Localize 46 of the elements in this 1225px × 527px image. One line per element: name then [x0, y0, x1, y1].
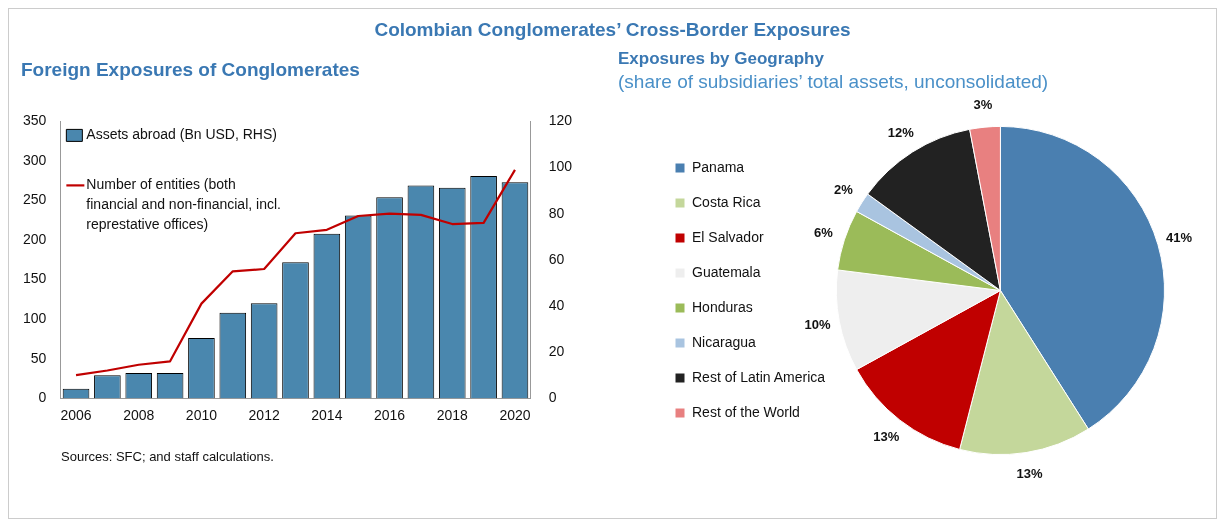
x-tick-label: 2010: [185, 407, 218, 424]
y2-tick-label: 40: [548, 296, 565, 313]
y-tick-label: 100: [23, 309, 47, 326]
data-label: 10%: [804, 316, 832, 332]
x-tick-label: 2014: [311, 407, 343, 424]
y-tick-label: 50: [30, 349, 47, 366]
legend-label: Number of entities (both financial and non-financial, incl. represtative offices): [86, 176, 281, 233]
chart-title: Foreign Exposures of Conglomerates: [21, 59, 361, 81]
source-note: Sources: SFC; and staff calculations.: [61, 449, 275, 464]
x-tick-label: 2020: [499, 407, 531, 424]
legend-label: Rest of Latin America: [692, 368, 826, 385]
chart-title: Exposures by Geography: [618, 49, 825, 69]
y2-tick-label: 120: [548, 112, 573, 129]
y-tick-label: 300: [23, 151, 47, 168]
y2-tick-label: 0: [548, 389, 557, 406]
text: Colombian Conglomerates’ Cross-Border Exposures: [373, 18, 852, 41]
y-tick-label: 150: [23, 270, 47, 287]
x-tick-label: 2012: [248, 407, 280, 424]
legend-label: Panama: [692, 158, 745, 175]
y2-tick-label: 20: [548, 342, 565, 359]
y2-tick-label: 80: [548, 204, 565, 221]
data-label: 41%: [1166, 230, 1193, 246]
legend-label: Costa Rica: [692, 193, 761, 210]
x-tick-label: 2006: [60, 407, 92, 424]
data-label: 6%: [814, 224, 834, 240]
y-tick-label: 200: [23, 230, 47, 247]
x-tick-label: 2008: [123, 407, 155, 424]
y-tick-label: 0: [38, 389, 47, 406]
legend-label: Rest of the World: [692, 403, 800, 420]
x-tick-label: 2018: [436, 407, 469, 424]
data-label: 13%: [1016, 465, 1043, 481]
data-label: 13%: [873, 429, 900, 445]
data-label: 3%: [973, 96, 993, 112]
y2-tick-label: 100: [548, 158, 573, 175]
y-tick-label: 250: [23, 191, 47, 208]
legend-label: Guatemala: [692, 263, 761, 280]
y2-tick-label: 60: [548, 250, 565, 267]
legend-label: El Salvador: [692, 228, 764, 245]
legend-label: Honduras: [692, 298, 753, 315]
data-label: 12%: [887, 124, 915, 140]
legend-label: Assets abroad (Bn USD, RHS): [86, 126, 277, 143]
y-tick-label: 350: [23, 112, 47, 129]
x-tick-label: 2016: [373, 407, 406, 424]
data-label: 2%: [833, 182, 854, 198]
chart-subtitle: (share of subsidiaries’ total assets, unconsolidated): [618, 71, 1050, 93]
legend-label: Nicaragua: [692, 333, 757, 350]
